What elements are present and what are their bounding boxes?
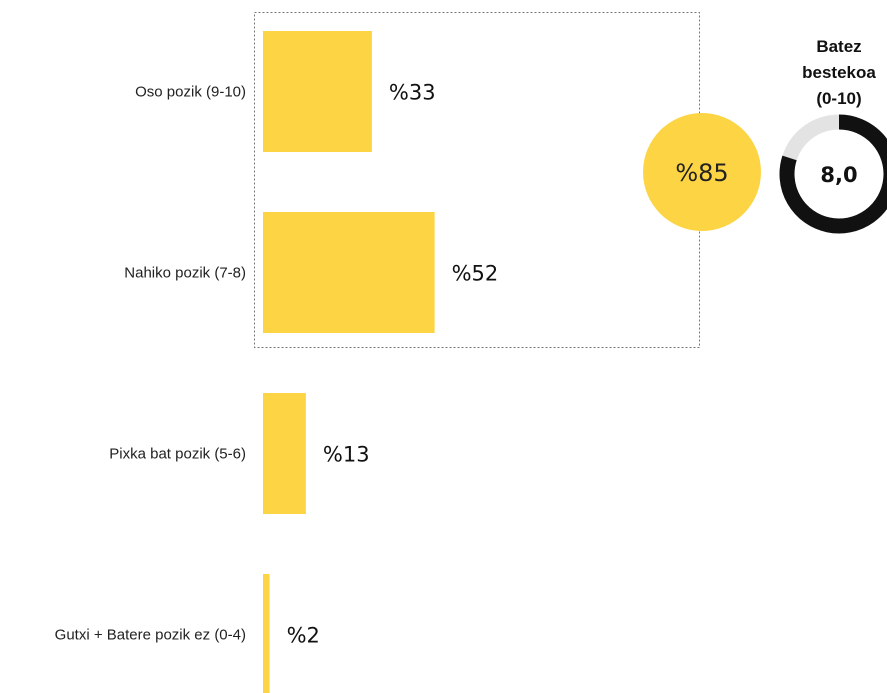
average-title-line-3: (0-10) xyxy=(816,89,861,108)
category-label: Gutxi + Batere pozik ez (0-4) xyxy=(55,627,246,644)
bar xyxy=(263,212,435,333)
average-donut: Batez bestekoa (0-10) 8,0 xyxy=(779,37,887,234)
value-label: %33 xyxy=(389,81,436,105)
bar xyxy=(263,574,270,693)
bar xyxy=(263,31,372,152)
value-label: %2 xyxy=(287,624,320,648)
total-circle xyxy=(643,113,761,231)
category-label: Oso pozik (9-10) xyxy=(135,84,246,101)
bar xyxy=(263,393,306,514)
average-ring-value xyxy=(779,114,887,234)
average-title-line-1: Batez xyxy=(816,37,861,56)
category-label: Pixka bat pozik (5-6) xyxy=(109,446,246,463)
average-title-line-2: bestekoa xyxy=(802,63,876,82)
average-value: 8,0 xyxy=(820,163,857,187)
highlight-total: %85 xyxy=(643,113,761,231)
value-label: %13 xyxy=(323,443,370,467)
value-label: %52 xyxy=(452,262,499,286)
bars-group: Oso pozik (9-10) %33 Nahiko pozik (7-8) %52… xyxy=(55,31,499,693)
total-label: %85 xyxy=(675,159,728,187)
category-label: Nahiko pozik (7-8) xyxy=(124,265,246,282)
